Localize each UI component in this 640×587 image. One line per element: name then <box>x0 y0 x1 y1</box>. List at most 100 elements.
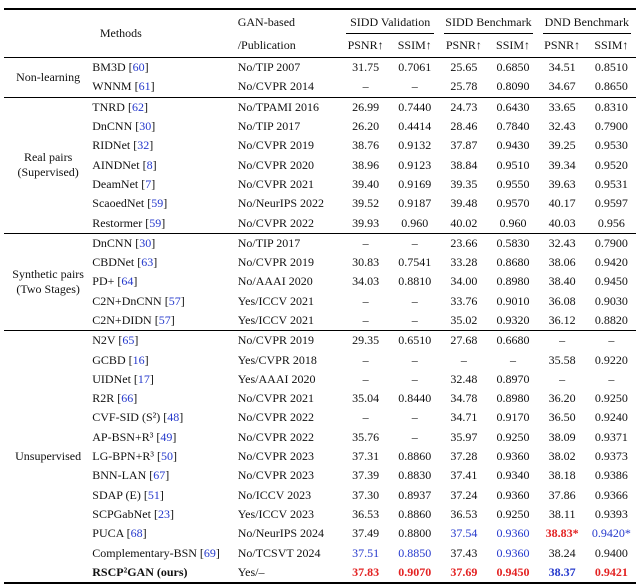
metric-value: 0.9530 <box>594 138 628 153</box>
section-label-line: Non-learning <box>16 69 81 84</box>
table-row: RSCP²GAN (ours) Yes/– 37.83 0.9070 37.69 0.94… <box>4 563 636 583</box>
table-row: C2N+DIDN [57] Yes/ICCV 2021 – – 35.02 0.9320 3… <box>4 311 636 331</box>
citation-link[interactable]: 64 <box>121 274 134 289</box>
metric-value: 37.41 <box>450 468 478 483</box>
method-cell: DnCNN [30] <box>92 232 238 253</box>
metric-value: – <box>362 313 369 327</box>
citation-link[interactable]: 17 <box>137 371 150 386</box>
method-name: CBDNet <box>92 255 135 270</box>
metric-value: 0.9360 <box>496 487 530 502</box>
method-cell: TNRD [62] <box>92 96 238 117</box>
metric-value: 0.9597 <box>594 196 628 211</box>
citation-link[interactable]: 66 <box>121 391 134 406</box>
metric-value: 38.37 <box>548 564 576 579</box>
metric-value: 38.02 <box>548 449 576 464</box>
metric-value: 39.34 <box>548 157 576 172</box>
method-cell: UIDNet [17] <box>92 371 154 386</box>
metric-value: 0.9386 <box>594 468 628 483</box>
method-cell: RIDNet [32] <box>92 138 154 153</box>
metric-value: 0.8970 <box>496 371 530 386</box>
publication-cell: No/ICCV 2023 <box>237 487 312 502</box>
publication-cell: No/CVPR 2023 <box>237 468 315 483</box>
metric-value: 38.09 <box>548 429 576 444</box>
metric-value: 39.63 <box>548 176 576 191</box>
citation-link[interactable]: 67 <box>153 468 166 483</box>
publication-cell: No/TPAMI 2016 <box>237 96 342 117</box>
method-name: BNN-LAN <box>92 468 147 483</box>
metric-value: 0.5830 <box>488 232 538 253</box>
metric-value: 0.9030 <box>594 293 628 308</box>
publication-cell: No/TIP 2017 <box>237 232 342 253</box>
section-label: Real pairs (Supervised) <box>4 96 93 234</box>
method-cell: AP-BSN+R³ [49] <box>92 429 177 444</box>
metric-value: 0.8937 <box>398 487 432 502</box>
citation-link[interactable]: 61 <box>138 79 151 94</box>
method-cell: CVF-SID (S²) [48] <box>92 410 184 425</box>
metric-value: 0.9366 <box>594 487 628 502</box>
citation-link[interactable]: 57 <box>168 293 181 308</box>
citation-link[interactable]: 30 <box>139 119 152 134</box>
metric-value: – <box>362 371 369 386</box>
citation-link[interactable]: 62 <box>131 99 144 114</box>
method-cell: RSCP²GAN (ours) <box>92 563 237 583</box>
publication-cell: No/TCSVT 2024 <box>237 545 321 560</box>
method-name: SCPGabNet <box>92 506 151 521</box>
metric-value: – <box>390 232 440 253</box>
citation-link[interactable]: 68 <box>130 526 143 541</box>
metric-value: 0.960 <box>499 215 527 230</box>
metric-value: 0.6510 <box>390 330 440 351</box>
metric-value: 0.8310 <box>586 96 636 117</box>
citation-link[interactable]: 51 <box>147 487 160 502</box>
metric-value: 0.6850 <box>496 60 530 75</box>
metric-value: 25.65 <box>450 60 478 75</box>
citation-link[interactable]: 65 <box>122 333 135 348</box>
table-row: CVF-SID (S²) [48] No/CVPR 2022 – – 34.71 0.91… <box>4 408 636 427</box>
publication-cell: No/CVPR 2019 <box>237 255 315 270</box>
metric-value: 34.51 <box>548 60 576 75</box>
publication-cell: Yes/CVPR 2018 <box>237 352 317 367</box>
metric-value: 38.76 <box>352 138 380 153</box>
table-row: AINDNet [8] No/CVPR 2020 38.96 0.9123 38.84 0… <box>4 155 636 174</box>
metric-value: 34.00 <box>450 274 478 289</box>
metric-value: 0.7840 <box>496 119 530 134</box>
metric-value: 0.7541 <box>398 255 432 270</box>
publication-cell: No/CVPR 2022 <box>237 215 315 230</box>
metric-value: 39.25 <box>548 138 576 153</box>
citation-link[interactable]: 30 <box>139 235 152 250</box>
citation-link[interactable]: 69 <box>203 545 216 560</box>
metric-value: 0.9170 <box>496 410 530 425</box>
method-cell: R2R [66] <box>92 391 138 406</box>
citation-link[interactable]: 8 <box>146 157 153 172</box>
citation-link[interactable]: 16 <box>132 352 145 367</box>
metric-value: 0.9240 <box>594 410 628 425</box>
publication-cell: Yes/AAAI 2020 <box>237 371 316 386</box>
col-header-psnr-dnd-benchmark: PSNR↑ <box>544 38 581 52</box>
citation-link[interactable]: 59 <box>151 196 164 211</box>
metric-value: 33.28 <box>450 255 478 270</box>
metric-value: 39.40 <box>352 176 380 191</box>
citation-link[interactable]: 60 <box>132 60 145 75</box>
citation-link[interactable]: 7 <box>145 176 152 191</box>
metric-value: 34.67 <box>548 79 576 94</box>
method-name: GCBD <box>92 352 126 367</box>
metric-value: – <box>411 429 418 444</box>
citation-link[interactable]: 50 <box>160 449 173 464</box>
metric-value: 38.11 <box>548 506 576 521</box>
citation-link[interactable]: 57 <box>158 313 171 327</box>
table-row: SCPGabNet [23] Yes/ICCV 2023 36.53 0.8860 36… <box>4 505 636 524</box>
method-cell: Restormer [59] <box>92 215 166 230</box>
citation-link[interactable]: 23 <box>157 506 170 521</box>
table-row: Complementary-BSN [69] No/TCSVT 2024 37.51… <box>4 543 636 562</box>
citation-link[interactable]: 63 <box>141 255 154 270</box>
metric-value: 0.9420* <box>591 526 631 541</box>
table-row: LG-BPN+R³ [50] No/CVPR 2023 37.31 0.8860 37.… <box>4 447 636 466</box>
method-cell: PUCA [68] <box>92 526 147 541</box>
publication-cell: No/NeurIPS 2022 <box>237 196 325 211</box>
metric-value: 0.8830 <box>398 468 432 483</box>
col-group-sidd-validation: SIDD Validation <box>341 9 439 34</box>
citation-link[interactable]: 49 <box>160 429 173 444</box>
citation-link[interactable]: 48 <box>167 410 180 425</box>
citation-link[interactable]: 59 <box>149 215 162 230</box>
citation-link[interactable]: 32 <box>137 138 150 153</box>
col-header-psnr-sidd-benchmark: PSNR↑ <box>445 38 482 52</box>
